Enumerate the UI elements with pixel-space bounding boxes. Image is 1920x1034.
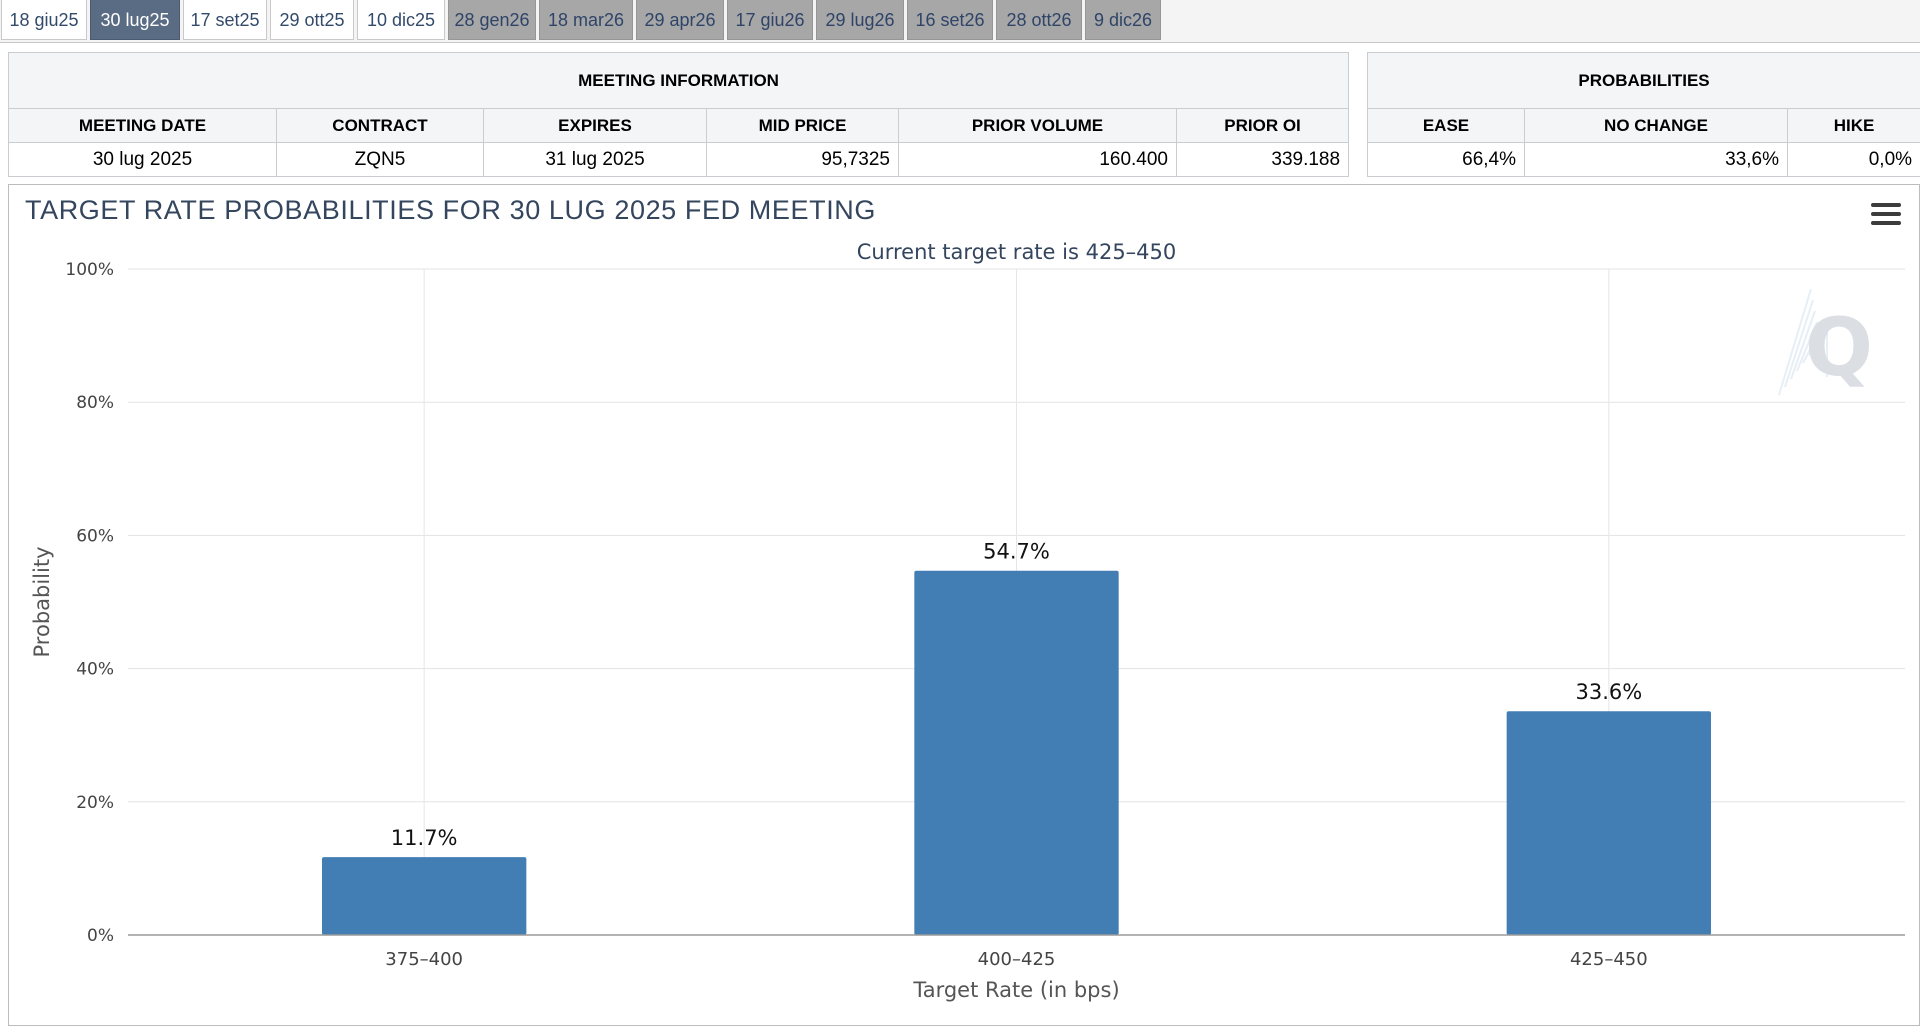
bar-375–400 xyxy=(321,857,527,935)
hike-header: HIKE xyxy=(1786,108,1920,143)
y-tick-label: 80% xyxy=(76,393,114,413)
probabilities-table: PROBABILITIES EASE NO CHANGE HIKE 66,4% … xyxy=(1366,52,1920,177)
y-tick-label: 100% xyxy=(65,260,114,280)
hike-value: 0,0% xyxy=(1786,142,1920,177)
tab-17-giu26[interactable]: 17 giu26 xyxy=(727,0,813,40)
tab-29-lug26[interactable]: 29 lug26 xyxy=(816,0,904,40)
meeting-date-header: MEETING DATE xyxy=(8,108,277,143)
ease-value: 66,4% xyxy=(1367,142,1525,177)
ease-header: EASE xyxy=(1367,108,1525,143)
hamburger-menu-icon[interactable] xyxy=(1871,203,1901,227)
y-axis-title: Probability xyxy=(30,546,54,657)
mid-price-header: MID PRICE xyxy=(706,108,899,143)
tab-18-mar26[interactable]: 18 mar26 xyxy=(539,0,633,40)
expires-header: EXPIRES xyxy=(483,108,707,143)
x-tick-label: 375–400 xyxy=(385,949,463,970)
x-axis-title: Target Rate (in bps) xyxy=(912,978,1119,1002)
y-tick-label: 60% xyxy=(76,526,114,546)
tab-30-lug25[interactable]: 30 lug25 xyxy=(90,0,180,40)
q-logo-watermark-icon: Q xyxy=(1778,288,1873,396)
bar-425–450 xyxy=(1506,711,1712,935)
probabilities-heading: PROBABILITIES xyxy=(1366,52,1920,109)
y-tick-label: 40% xyxy=(76,660,114,680)
chart-subtitle: Current target rate is 425–450 xyxy=(857,240,1177,264)
meeting-date-tabs: 18 giu25 30 lug25 17 set25 29 ott25 10 dic25… xyxy=(0,0,1920,43)
prior-oi-header: PRIOR OI xyxy=(1175,108,1350,143)
x-tick-label: 425–450 xyxy=(1570,949,1648,970)
meeting-date-value: 30 lug 2025 xyxy=(8,142,277,177)
tab-10-dic25[interactable]: 10 dic25 xyxy=(357,0,445,40)
meeting-information-heading: MEETING INFORMATION xyxy=(7,52,1350,109)
table-row: 66,4% 33,6% 0,0% xyxy=(1367,142,1920,177)
bar-400–425 xyxy=(914,570,1119,935)
tab-29-ott25[interactable]: 29 ott25 xyxy=(270,0,354,40)
tab-17-set25[interactable]: 17 set25 xyxy=(183,0,267,40)
prior-volume-header: PRIOR VOLUME xyxy=(898,108,1177,143)
bar-data-label: 33.6% xyxy=(1575,680,1642,704)
table-row: 30 lug 2025 ZQN5 31 lug 2025 95,7325 160… xyxy=(8,142,1350,177)
meeting-information-table: MEETING INFORMATION MEETING DATE CONTRAC… xyxy=(7,52,1350,177)
tab-18-giu25[interactable]: 18 giu25 xyxy=(1,0,87,40)
mid-price-value: 95,7325 xyxy=(706,142,899,177)
prior-oi-value: 339.188 xyxy=(1175,142,1350,177)
target-rate-chart-panel: TARGET RATE PROBABILITIES FOR 30 LUG 202… xyxy=(8,184,1920,1026)
contract-header: CONTRACT xyxy=(276,108,484,143)
contract-value: ZQN5 xyxy=(276,142,484,177)
tab-9-dic26[interactable]: 9 dic26 xyxy=(1085,0,1161,40)
y-tick-label: 0% xyxy=(87,926,114,946)
x-tick-label: 400–425 xyxy=(978,949,1056,970)
tab-29-apr26[interactable]: 29 apr26 xyxy=(636,0,724,40)
prior-volume-value: 160.400 xyxy=(898,142,1177,177)
no-change-header: NO CHANGE xyxy=(1524,108,1788,143)
probability-bar-chart: Current target rate is 425–450 0% 20% 40% 60… xyxy=(30,240,1905,1002)
y-tick-label: 20% xyxy=(76,793,114,813)
bar-data-label: 54.7% xyxy=(983,540,1050,564)
tab-28-ott26[interactable]: 28 ott26 xyxy=(996,0,1082,40)
expires-value: 31 lug 2025 xyxy=(483,142,707,177)
tab-28-gen26[interactable]: 28 gen26 xyxy=(448,0,536,40)
no-change-value: 33,6% xyxy=(1524,142,1788,177)
tab-16-set26[interactable]: 16 set26 xyxy=(907,0,993,40)
chart-title: TARGET RATE PROBABILITIES FOR 30 LUG 202… xyxy=(25,195,877,225)
svg-text:Q: Q xyxy=(1805,301,1873,394)
bar-data-label: 11.7% xyxy=(391,826,458,850)
